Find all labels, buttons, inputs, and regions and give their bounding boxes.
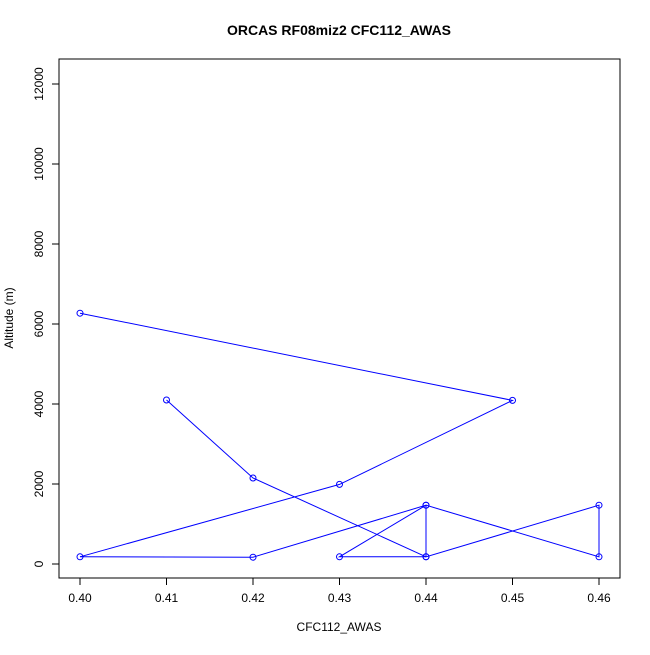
data-point <box>163 396 170 404</box>
x-axis-title: CFC112_AWAS <box>297 620 382 634</box>
x-tick-label: 0.42 <box>241 591 265 605</box>
x-tick-label: 0.45 <box>501 591 525 605</box>
x-tick-label: 0.44 <box>414 591 438 605</box>
chart-title: ORCAS RF08miz2 CFC112_AWAS <box>227 22 451 38</box>
data-point <box>422 501 430 509</box>
data-point <box>595 553 603 561</box>
data-point <box>509 396 516 404</box>
y-tick-label: 2000 <box>32 470 46 497</box>
data-point <box>336 480 343 488</box>
y-tick-label: 8000 <box>32 230 46 257</box>
data-point <box>76 309 84 317</box>
y-axis: 0 2000 4000 6000 8000 10000 12000 <box>32 67 60 567</box>
data-point <box>595 501 603 509</box>
data-point <box>336 553 343 561</box>
y-axis-title: Altitude (m) <box>2 287 16 348</box>
x-tick-label: 0.46 <box>587 591 611 605</box>
x-tick-label: 0.40 <box>68 591 92 605</box>
data-point <box>76 553 84 561</box>
data-point <box>422 553 430 561</box>
data-series <box>76 309 603 561</box>
y-tick-label: 12000 <box>32 67 46 101</box>
y-tick-label: 4000 <box>32 390 46 417</box>
x-tick-label: 0.41 <box>155 591 179 605</box>
y-tick-label: 6000 <box>32 310 46 337</box>
data-point <box>249 553 257 561</box>
x-axis: 0.40 0.41 0.42 0.43 0.44 0.45 0.46 <box>68 577 611 605</box>
series-line <box>79 312 600 558</box>
y-tick-label: 0 <box>32 560 46 567</box>
x-tick-label: 0.43 <box>328 591 352 605</box>
y-tick-label: 10000 <box>32 147 46 181</box>
plot-frame <box>58 58 621 579</box>
data-point <box>249 474 257 482</box>
